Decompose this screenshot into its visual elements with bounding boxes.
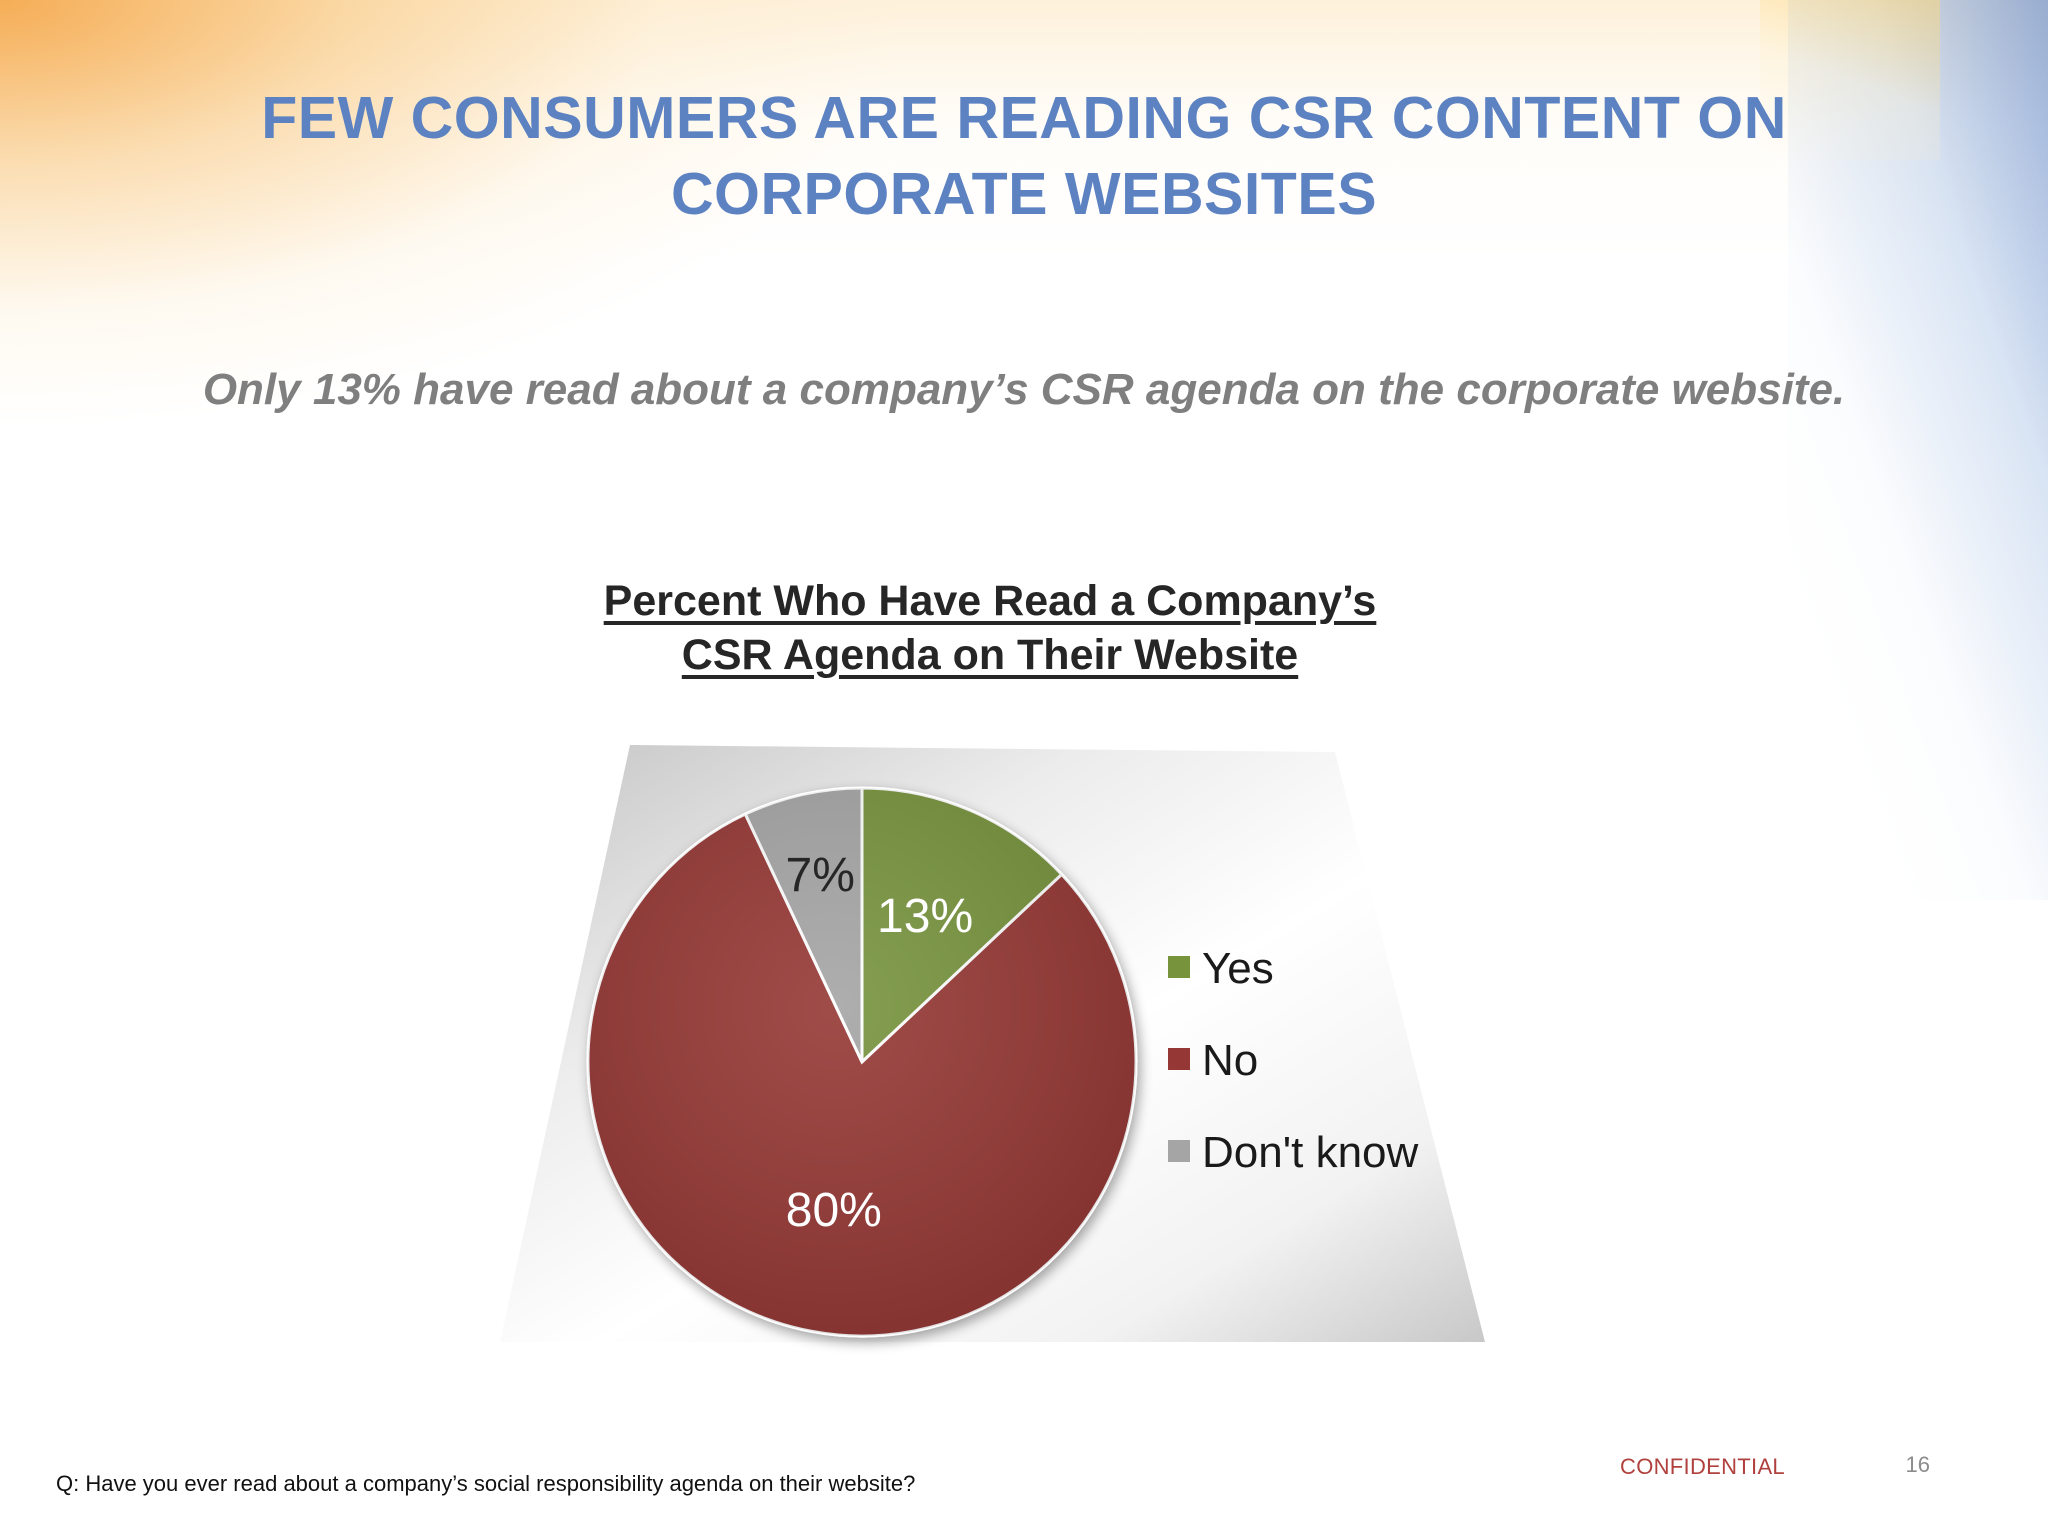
- chart-legend[interactable]: Yes No Don't know: [1168, 944, 1419, 1177]
- legend-swatch-no: [1168, 1048, 1190, 1070]
- slide-title: FEW CONSUMERS ARE READING CSR CONTENT ON…: [261, 85, 1787, 227]
- data-label-don-t-know: 7%: [786, 849, 855, 902]
- slide-subtitle: Only 13% have read about a company’s CSR…: [202, 365, 1846, 414]
- confidential-label: CONFIDENTIAL: [1620, 1454, 1785, 1479]
- data-label-yes: 13%: [877, 890, 973, 943]
- pie-value-labels: 13% 80% 7%: [786, 849, 974, 1237]
- background-gold-streak: [1760, 0, 1940, 160]
- legend-item-don-t-know[interactable]: Don't know: [1168, 1128, 1419, 1177]
- survey-question-note: Q: Have you ever read about a company’s …: [56, 1471, 916, 1496]
- legend-swatch-yes: [1168, 956, 1190, 978]
- chart-title-line-1: Percent Who Have Read a Company’s: [603, 577, 1377, 625]
- pie-slices: [586, 786, 1138, 1338]
- page-number: 16: [1905, 1452, 1930, 1477]
- legend-item-no[interactable]: No: [1168, 1036, 1258, 1085]
- legend-swatch-don-t-know: [1168, 1140, 1190, 1162]
- data-label-no: 80%: [786, 1184, 882, 1237]
- legend-item-yes[interactable]: Yes: [1168, 944, 1274, 993]
- legend-label-don-t-know: Don't know: [1202, 1128, 1419, 1177]
- chart-title-line-2: CSR Agenda on Their Website: [681, 631, 1299, 679]
- legend-label-no: No: [1202, 1036, 1258, 1085]
- legend-label-yes: Yes: [1202, 944, 1274, 993]
- chart-title: Percent Who Have Read a Company’s CSR Ag…: [490, 574, 1490, 682]
